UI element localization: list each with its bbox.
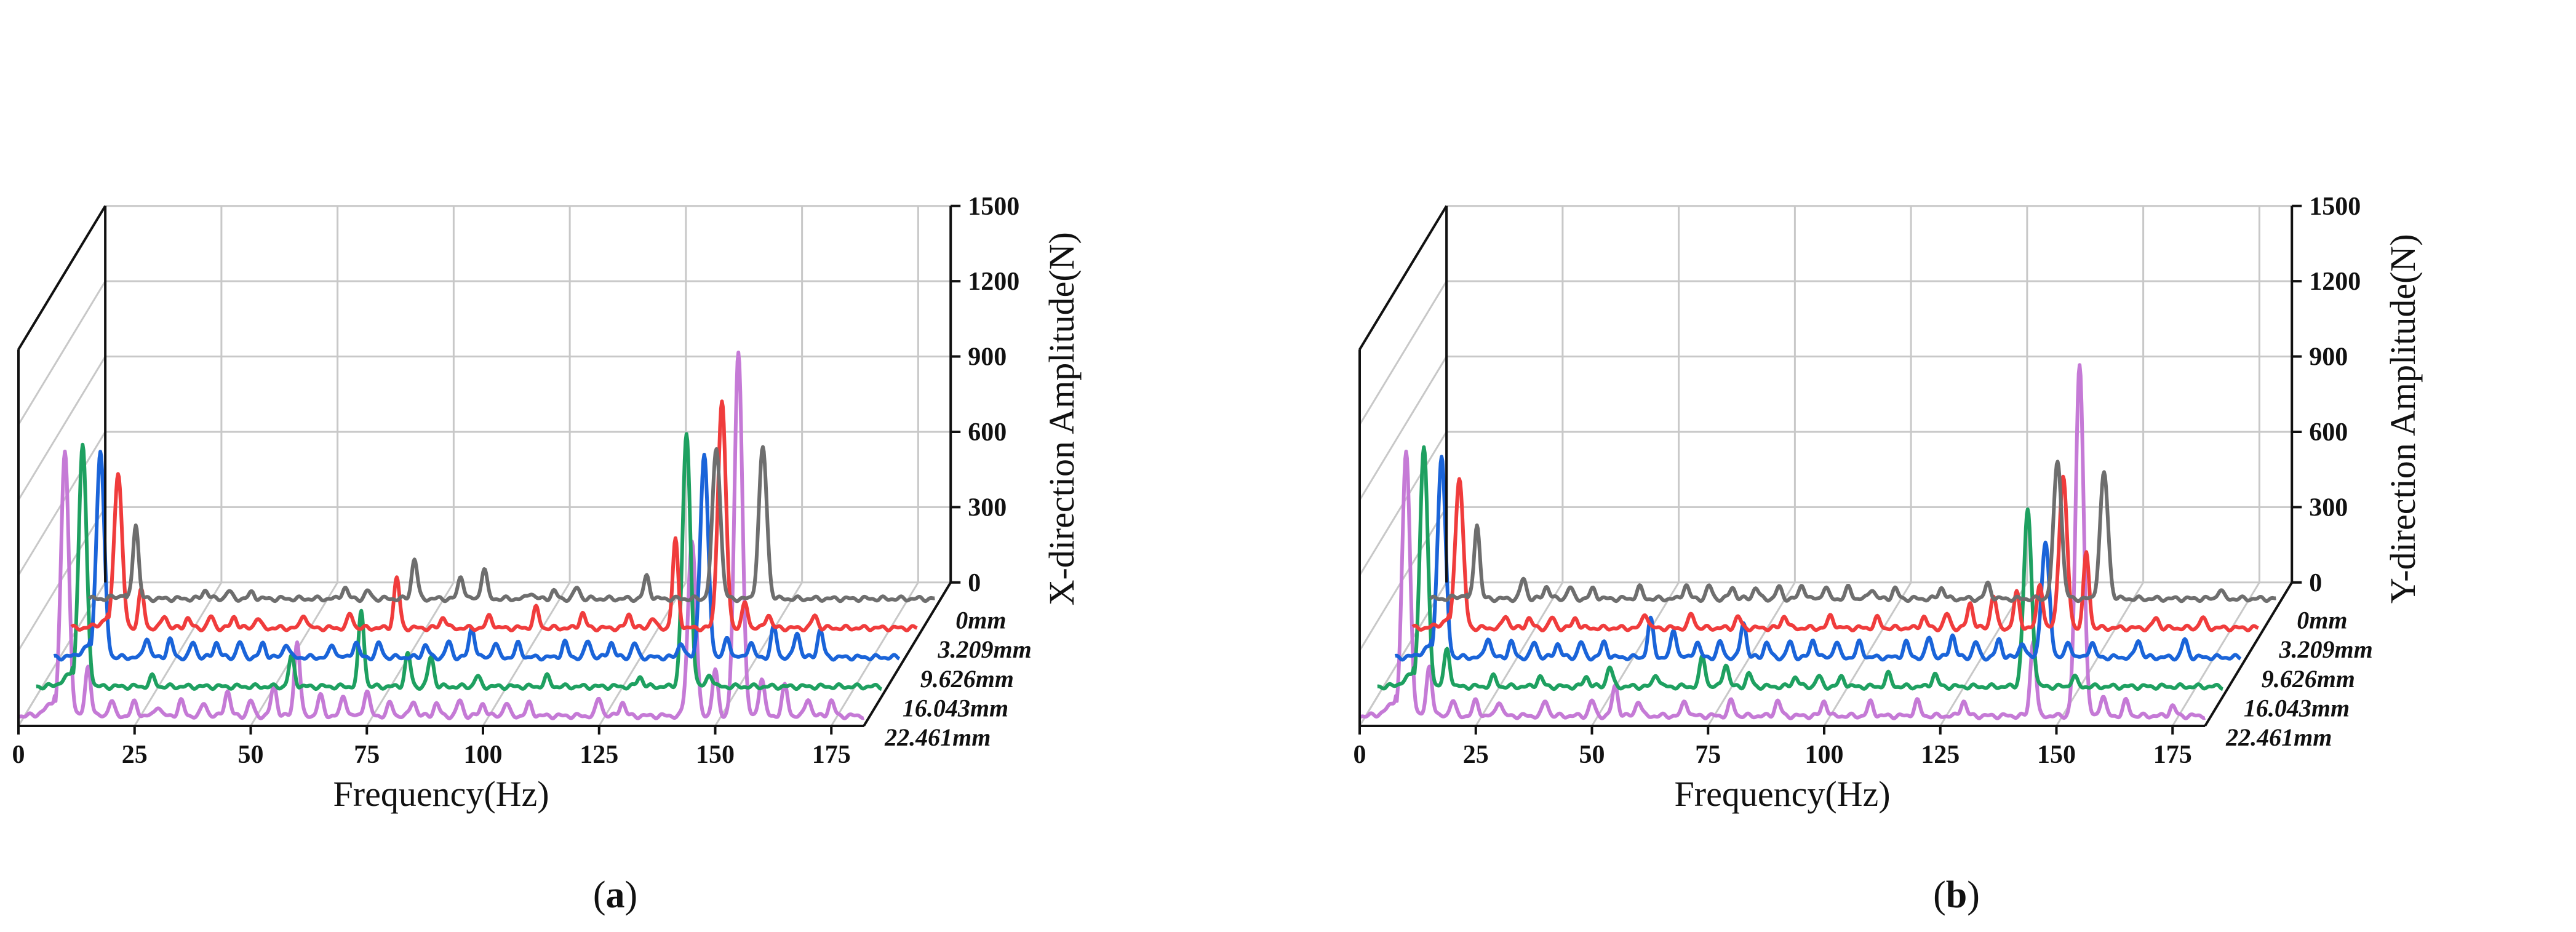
series-label: 9.626mm [2262, 665, 2355, 693]
y-tick-label: 1500 [2309, 193, 2361, 221]
y-axis-label: Y-direction Amplitude(N) [2383, 234, 2423, 603]
y-tick-label: 300 [2309, 493, 2348, 522]
series-line-1 [70, 399, 918, 632]
y-tick-label: 300 [968, 493, 1007, 522]
series-line-4 [1358, 363, 2206, 720]
grid-line-depth [17, 356, 106, 501]
series-line-2 [53, 450, 901, 662]
panel-label: (b) [1933, 874, 1980, 916]
y-tick-label: 900 [968, 343, 1007, 372]
axes-frame [17, 205, 952, 727]
axis-line [863, 581, 952, 727]
series-line-3 [1376, 445, 2224, 691]
series-label: 16.043mm [903, 694, 1008, 722]
x-tick-label: 50 [238, 741, 264, 769]
x-tick-label: 150 [696, 741, 735, 769]
y-axis-label: X-direction Amplitude(N) [1042, 232, 1082, 605]
series-line-2 [1394, 455, 2242, 662]
x-tick-label: 0 [12, 741, 25, 769]
series-traces [17, 350, 936, 720]
series-label: 3.209mm [2279, 635, 2373, 663]
grid-line-floor [1475, 581, 1564, 727]
axis-line [2204, 581, 2293, 727]
x-tick-label: 150 [2037, 741, 2076, 769]
x-tick-label: 100 [1805, 741, 1844, 769]
axis-line [17, 205, 106, 351]
y-tick-label: 1200 [968, 268, 1019, 296]
grid-line-floor [17, 581, 106, 727]
series-label: 0mm [2297, 607, 2347, 634]
x-tick-label: 175 [812, 741, 851, 769]
x-axis-ticks: 0 25 50 75 100 125 150 175 [12, 726, 851, 769]
grid-line-floor [482, 581, 571, 727]
series-traces [1358, 363, 2277, 720]
x-axis-label: Frequency(Hz) [333, 774, 549, 814]
grid-line-floor [1823, 581, 1912, 727]
series-label: 22.461mm [2225, 723, 2332, 751]
x-tick-label: 25 [1463, 741, 1489, 769]
panel-b: 0 25 50 75 100 125 150 175 0 300 600 900 1200 1500 0… [1354, 193, 2423, 916]
x-tick-label: 50 [1579, 741, 1605, 769]
grid-line-depth [17, 281, 106, 426]
series-line-0 [1429, 460, 2277, 603]
x-tick-label: 0 [1354, 741, 1366, 769]
panel-letter: a [606, 874, 625, 916]
series-label: 16.043mm [2244, 694, 2350, 722]
x-tick-label: 100 [464, 741, 503, 769]
x-tick-label: 125 [1921, 741, 1960, 769]
y-tick-label: 600 [2309, 418, 2348, 447]
y-tick-label: 0 [968, 569, 981, 597]
y-axis-ticks: 0 300 600 900 1200 1500 [2292, 193, 2361, 597]
x-axis-label: Frequency(Hz) [1675, 774, 1891, 814]
back-wall-grid [17, 205, 951, 727]
grid-line-depth [1358, 356, 1448, 501]
series-label: 3.209mm [938, 635, 1032, 663]
x-axis-ticks: 0 25 50 75 100 125 150 175 [1354, 726, 2192, 769]
grid-line-depth [1358, 281, 1448, 426]
series-label: 22.461mm [884, 723, 991, 751]
grid-line-floor [1707, 581, 1796, 727]
x-tick-label: 75 [354, 741, 380, 769]
y-tick-label: 1500 [968, 193, 1019, 221]
y-tick-label: 1200 [2309, 268, 2361, 296]
back-wall-grid [1358, 205, 2292, 727]
series-label: 0mm [955, 607, 1006, 634]
series-line-1 [1411, 474, 2259, 632]
grid-line-floor [134, 581, 223, 727]
panel-a: 0 25 50 75 100 125 150 175 0 300 600 900 1200 1500 0… [12, 193, 1082, 916]
y-tick-label: 0 [2309, 569, 2322, 597]
x-tick-label: 25 [122, 741, 148, 769]
y-tick-label: 900 [2309, 343, 2348, 372]
y-axis-ticks: 0 300 600 900 1200 1500 [951, 193, 1019, 597]
x-tick-label: 175 [2153, 741, 2192, 769]
panel-letter: b [1946, 874, 1967, 916]
series-line-4 [17, 350, 865, 720]
axis-line [1358, 205, 1448, 351]
axes-frame [1358, 205, 2294, 727]
series-line-3 [35, 432, 883, 691]
grid-line-floor [1358, 581, 1448, 727]
grid-line-floor [598, 581, 687, 727]
x-tick-label: 125 [580, 741, 618, 769]
x-tick-label: 75 [1695, 741, 1721, 769]
panel-label: (a) [593, 874, 637, 916]
series-label: 9.626mm [920, 665, 1014, 693]
y-tick-label: 600 [968, 418, 1007, 447]
series-line-0 [87, 445, 936, 603]
